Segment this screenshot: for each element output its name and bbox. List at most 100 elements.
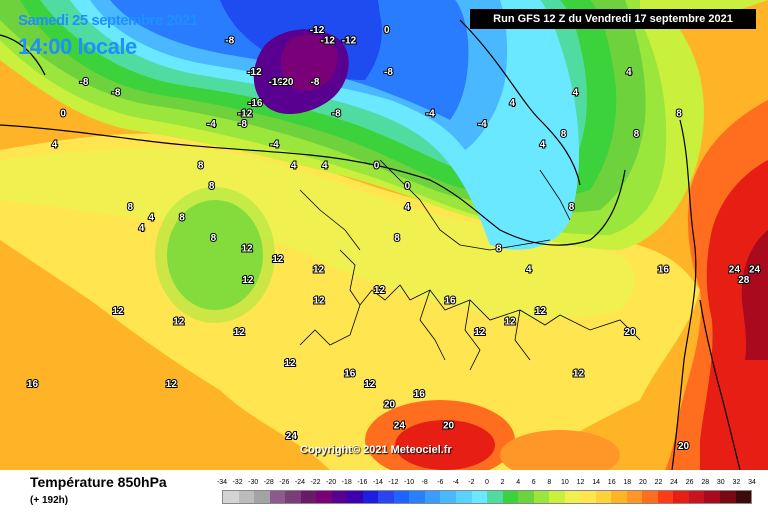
legend-tick: 12 bbox=[576, 479, 585, 486]
isotherm-label: 12 bbox=[242, 275, 254, 286]
isotherm-label: 0 bbox=[405, 181, 411, 192]
legend-swatch bbox=[518, 491, 534, 503]
isotherm-label: -12 bbox=[238, 108, 253, 119]
isotherm-label: 4 bbox=[405, 202, 411, 213]
field-hot-east-3 bbox=[741, 230, 768, 360]
isotherm-label: 20 bbox=[384, 400, 396, 411]
legend-swatch bbox=[487, 491, 503, 503]
field-hot-south-2 bbox=[395, 420, 495, 470]
isotherm-label: 8 bbox=[569, 202, 575, 213]
isotherm-label: -4 bbox=[478, 119, 487, 130]
isotherm-label: 8 bbox=[209, 181, 215, 192]
isotherm-label: 12 bbox=[272, 254, 284, 265]
field-hot-east-2 bbox=[700, 160, 768, 470]
legend-tick: -34 bbox=[216, 479, 228, 486]
legend-color-scale bbox=[222, 490, 752, 504]
legend-swatch bbox=[564, 491, 581, 503]
isotherm-label: 4 bbox=[52, 140, 58, 151]
isotherm-label: -4 bbox=[270, 140, 279, 151]
isotherm-label: -12 bbox=[342, 36, 357, 47]
legend-tick: 14 bbox=[592, 479, 600, 486]
isotherm-label: -16 bbox=[269, 77, 284, 88]
legend-tick: 16 bbox=[607, 479, 616, 486]
legend-swatch bbox=[300, 491, 317, 503]
legend-tick: -24 bbox=[294, 479, 305, 486]
legend-tick-labels: -34 -32 -30 -28 -26 -24 -22 -20 -18 -16 -14 -12 -10-… bbox=[217, 479, 756, 491]
field-band-10 bbox=[0, 148, 635, 320]
isotherm-label: 4 bbox=[149, 212, 155, 223]
legend-swatch bbox=[455, 491, 472, 503]
legend-tick: -6 bbox=[437, 479, 444, 486]
isotherm-label: 16 bbox=[658, 264, 670, 275]
isotherm-label: -16 bbox=[248, 98, 263, 109]
legend-tick: -30 bbox=[248, 479, 259, 486]
isotherm-label: -8 bbox=[80, 77, 89, 88]
legend-tick: 20 bbox=[638, 479, 647, 486]
legend-tick: 28 bbox=[701, 479, 710, 486]
isotherm-label: 12 bbox=[505, 316, 517, 327]
isotherm-label: 12 bbox=[535, 306, 547, 317]
isotherm-label: 16 bbox=[445, 296, 457, 307]
isotherm-label: 4 bbox=[540, 140, 546, 151]
field-core-m20 bbox=[280, 34, 338, 91]
temperature-map: -12 -12 -12 -8 -12 -16 -20 -16 -12 -8 -8 -8 -8 -8 -8 -4… bbox=[0, 0, 768, 470]
isotherm-label: 4 bbox=[626, 67, 632, 78]
isotherm-label: 0 bbox=[374, 160, 380, 171]
isotherm-label: -8 bbox=[225, 36, 234, 47]
isotherm-label: 12 bbox=[112, 306, 124, 317]
isotherm-label: 8 bbox=[211, 233, 217, 244]
legend-tick: 8 bbox=[547, 479, 552, 486]
legend-tick: -18 bbox=[341, 479, 352, 486]
isotherm-label: 8 bbox=[128, 202, 134, 213]
legend-tick: 0 bbox=[485, 479, 489, 486]
legend-swatch bbox=[409, 491, 425, 503]
isotherm-label: 4 bbox=[526, 264, 532, 275]
legend-tick: -4 bbox=[452, 479, 459, 486]
legend-tick: 4 bbox=[516, 479, 521, 486]
legend-tick: -8 bbox=[421, 479, 428, 486]
legend-swatch bbox=[347, 491, 363, 503]
legend-tick: 26 bbox=[685, 479, 694, 486]
isotherm-label: 24 bbox=[286, 431, 298, 442]
isotherm-label: -12 bbox=[310, 25, 325, 36]
legend-tick: -16 bbox=[357, 479, 368, 486]
legend-swatch bbox=[611, 491, 627, 503]
isotherm-label: 16 bbox=[414, 389, 426, 400]
isotherm-label: 0 bbox=[384, 25, 390, 36]
legend-swatch bbox=[378, 491, 394, 503]
legend-swatch bbox=[331, 491, 348, 503]
isotherm-label: 12 bbox=[474, 327, 486, 338]
isotherm-label: 4 bbox=[291, 160, 297, 171]
isotherm-label: 16 bbox=[27, 379, 39, 390]
forecast-date-title: Samedi 25 septembre 2021 bbox=[18, 12, 198, 29]
isotherm-label: 12 bbox=[166, 379, 178, 390]
isotherm-label: -12 bbox=[247, 67, 262, 78]
isotherm-label: -20 bbox=[279, 77, 294, 88]
legend-swatch bbox=[549, 491, 565, 503]
legend-tick: -28 bbox=[263, 479, 274, 486]
legend-swatch bbox=[533, 491, 550, 503]
isotherm-label: 20 bbox=[443, 420, 455, 431]
model-run-banner: Run GFS 12 Z du Vendredi 17 septembre 20… bbox=[470, 9, 756, 29]
isotherm-label: 8 bbox=[496, 244, 502, 255]
legend-tick: -22 bbox=[310, 479, 321, 486]
field-hot-south-3 bbox=[500, 430, 620, 470]
legend-swatch bbox=[285, 491, 301, 503]
isotherm-label: 12 bbox=[313, 296, 325, 307]
legend-swatch bbox=[254, 491, 270, 503]
legend-swatch bbox=[238, 491, 255, 503]
legend-swatch bbox=[704, 491, 720, 503]
legend-swatch bbox=[642, 491, 658, 503]
lead-time: (+ 192h) bbox=[30, 495, 69, 506]
legend-tick: 18 bbox=[623, 479, 632, 486]
isotherm-label: 12 bbox=[284, 358, 296, 369]
legend-swatch bbox=[316, 491, 332, 503]
copyright-watermark: Copyright© 2021 Meteociel.fr bbox=[300, 444, 452, 456]
isotherm-label: 24 bbox=[749, 264, 761, 275]
isotherm-label: -8 bbox=[384, 67, 393, 78]
legend-tick: 6 bbox=[531, 479, 536, 486]
isotherm-label: 4 bbox=[510, 98, 516, 109]
legend-tick: 34 bbox=[748, 479, 756, 486]
isotherm-label: -8 bbox=[311, 77, 320, 88]
isotherm-label: 8 bbox=[634, 129, 640, 140]
